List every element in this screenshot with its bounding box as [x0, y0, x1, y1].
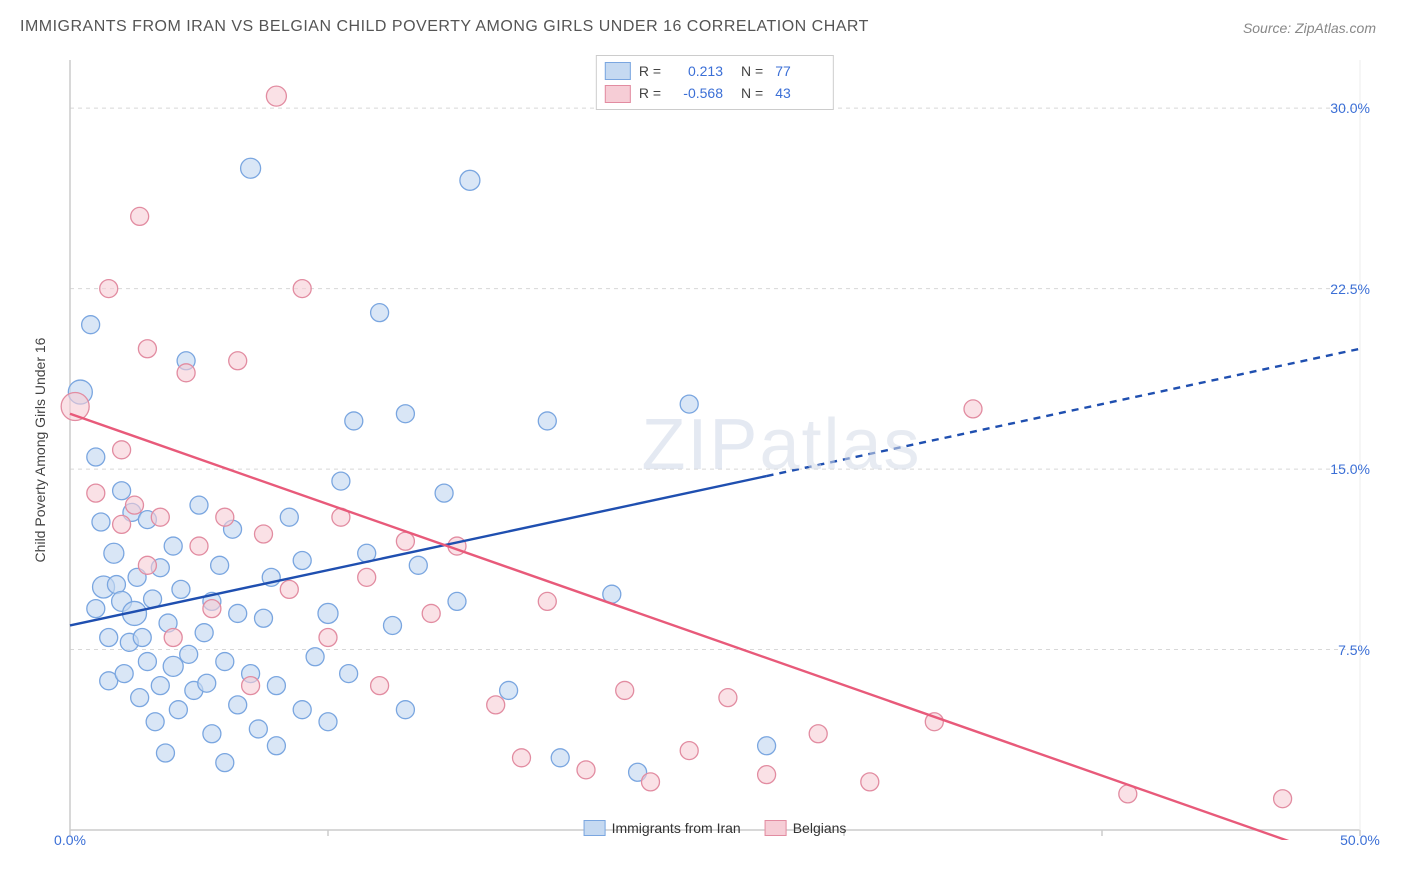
- legend-swatch: [765, 820, 787, 836]
- chart-area: Child Poverty Among Girls Under 16 ZIPat…: [50, 50, 1380, 840]
- legend-correlation-row: R = -0.568 N = 43: [605, 82, 825, 104]
- y-axis-label: Child Poverty Among Girls Under 16: [32, 338, 48, 563]
- chart-title: IMMIGRANTS FROM IRAN VS BELGIAN CHILD PO…: [20, 18, 869, 36]
- legend-correlation: R = 0.213 N = 77 R = -0.568 N = 43: [596, 55, 834, 110]
- y-tick-label: 7.5%: [1338, 642, 1370, 658]
- y-tick-label: 22.5%: [1330, 281, 1370, 297]
- legend-correlation-row: R = 0.213 N = 77: [605, 60, 825, 82]
- legend-n-value: 43: [775, 82, 825, 104]
- legend-n-label: N =: [741, 60, 763, 82]
- x-tick-label: 50.0%: [1340, 832, 1380, 848]
- legend-swatch: [584, 820, 606, 836]
- legend-series-label: Belgians: [793, 820, 847, 836]
- legend-series: Immigrants from Iran Belgians: [584, 820, 847, 836]
- legend-series-label: Immigrants from Iran: [612, 820, 741, 836]
- legend-n-value: 77: [775, 60, 825, 82]
- legend-r-label: R =: [639, 82, 661, 104]
- legend-series-item: Immigrants from Iran: [584, 820, 741, 836]
- x-tick-label: 0.0%: [54, 832, 86, 848]
- scatter-plot: [50, 50, 1380, 840]
- legend-r-value: -0.568: [673, 82, 723, 104]
- legend-swatch: [605, 62, 631, 80]
- legend-r-value: 0.213: [673, 60, 723, 82]
- source-attribution: Source: ZipAtlas.com: [1243, 20, 1376, 36]
- legend-n-label: N =: [741, 82, 763, 104]
- legend-r-label: R =: [639, 60, 661, 82]
- y-tick-label: 15.0%: [1330, 461, 1370, 477]
- legend-swatch: [605, 85, 631, 103]
- legend-series-item: Belgians: [765, 820, 847, 836]
- y-tick-label: 30.0%: [1330, 100, 1370, 116]
